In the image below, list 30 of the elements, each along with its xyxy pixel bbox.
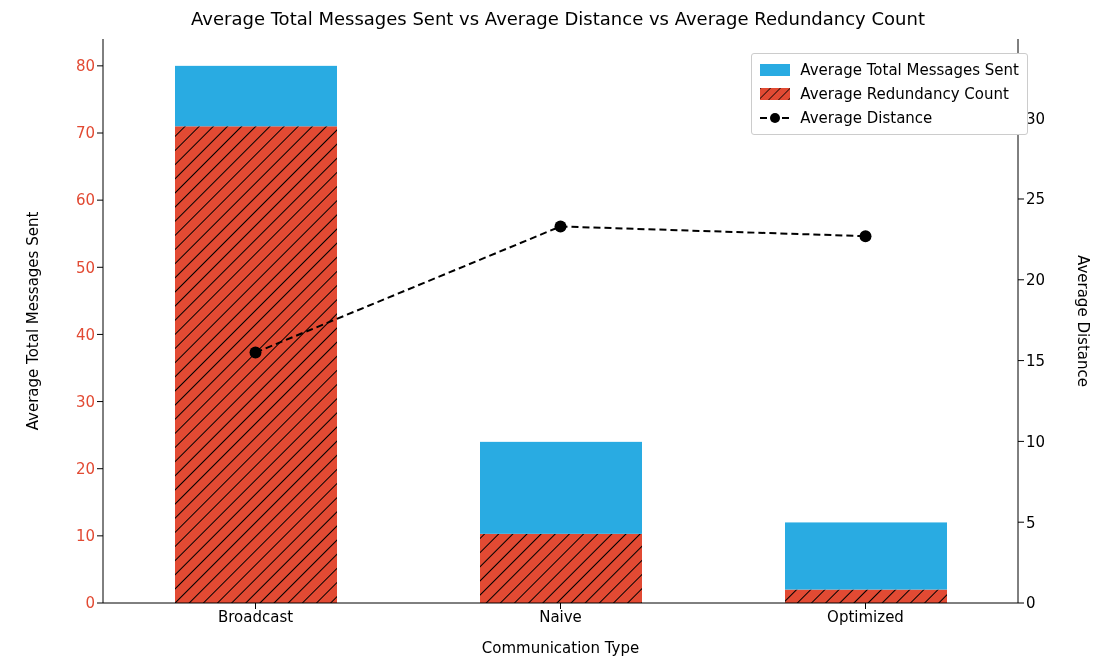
point bbox=[859, 230, 872, 243]
y-tick-label: 40 bbox=[75, 325, 95, 344]
y2-tick-label: 25 bbox=[1026, 190, 1046, 209]
y-tick-label: 80 bbox=[75, 57, 95, 76]
chart-title: Average Total Messages Sent vs Average Distance vs Average Redundancy Count bbox=[190, 8, 926, 31]
x-tick-label: Naive bbox=[539, 607, 582, 626]
y2-tick-label: 0 bbox=[1026, 594, 1036, 613]
y2-tick-label: 30 bbox=[1026, 109, 1046, 128]
bar bbox=[175, 65, 337, 127]
y-axis-title: Average Total Messages Sent bbox=[24, 211, 43, 431]
x-tick-label: Broadcast bbox=[217, 607, 294, 626]
x-tick-label: Optimized bbox=[827, 607, 904, 626]
y2-tick-label: 10 bbox=[1026, 432, 1046, 451]
y-tick-label: 30 bbox=[75, 392, 95, 411]
legend-label: Average Redundancy Count bbox=[800, 85, 1009, 103]
y2-tick-label: 15 bbox=[1026, 351, 1046, 370]
y-tick-label: 20 bbox=[75, 460, 95, 479]
x-axis-title: Communication Type bbox=[481, 639, 640, 657]
y-tick-label: 10 bbox=[75, 527, 95, 546]
legend-label: Average Distance bbox=[800, 109, 933, 127]
y-tick-label: 0 bbox=[85, 594, 95, 613]
y2-tick-label: 20 bbox=[1026, 271, 1046, 290]
y2-tick-label: 5 bbox=[1026, 513, 1036, 532]
point bbox=[554, 220, 567, 233]
y-tick-label: 70 bbox=[75, 124, 95, 143]
y-tick-label: 50 bbox=[75, 258, 95, 277]
y2-axis-title: Average Distance bbox=[1073, 255, 1092, 387]
y-tick-label: 60 bbox=[75, 191, 95, 210]
point bbox=[249, 346, 262, 359]
legend-label: Average Total Messages Sent bbox=[800, 61, 1019, 79]
